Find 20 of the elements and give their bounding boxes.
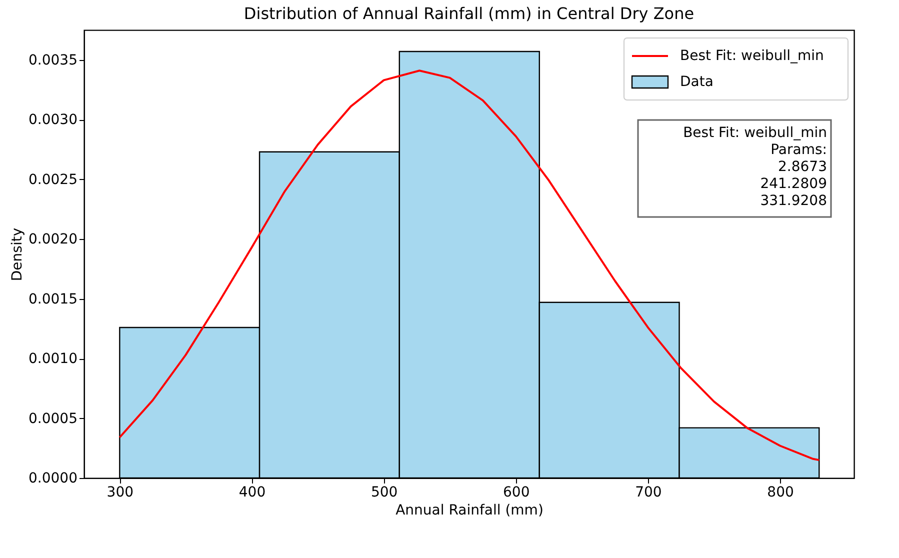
x-tick-label: 600: [503, 484, 530, 500]
chart-title: Distribution of Annual Rainfall (mm) in Central Dry Zone: [244, 4, 694, 23]
y-tick-label: 0.0000: [28, 470, 78, 486]
y-tick-label: 0.0015: [28, 291, 78, 308]
y-tick-label: 0.0035: [28, 52, 78, 68]
x-tick-label: 300: [106, 484, 134, 500]
y-tick-label: 0.0030: [28, 112, 78, 128]
x-tick-label: 800: [767, 484, 794, 500]
x-tick-label: 700: [635, 484, 662, 500]
y-tick-label: 0.0020: [28, 232, 78, 248]
y-tick-label: 0.0005: [28, 410, 78, 427]
y-axis-title: Density: [10, 228, 26, 282]
x-tick-label: 400: [238, 484, 266, 500]
y-tick-label: 0.0025: [28, 172, 78, 188]
y-tick-label: 0.0010: [28, 351, 78, 368]
x-tick-label: 500: [370, 484, 398, 500]
annotation: Best Fit: weibull_min Params: 2.8673 241.2809 331.9208: [683, 125, 827, 209]
legend-label: Best Fit: weibull_min: [680, 48, 824, 64]
x-axis-title: Annual Rainfall (mm): [396, 502, 544, 518]
legend-label: Data: [680, 74, 714, 90]
